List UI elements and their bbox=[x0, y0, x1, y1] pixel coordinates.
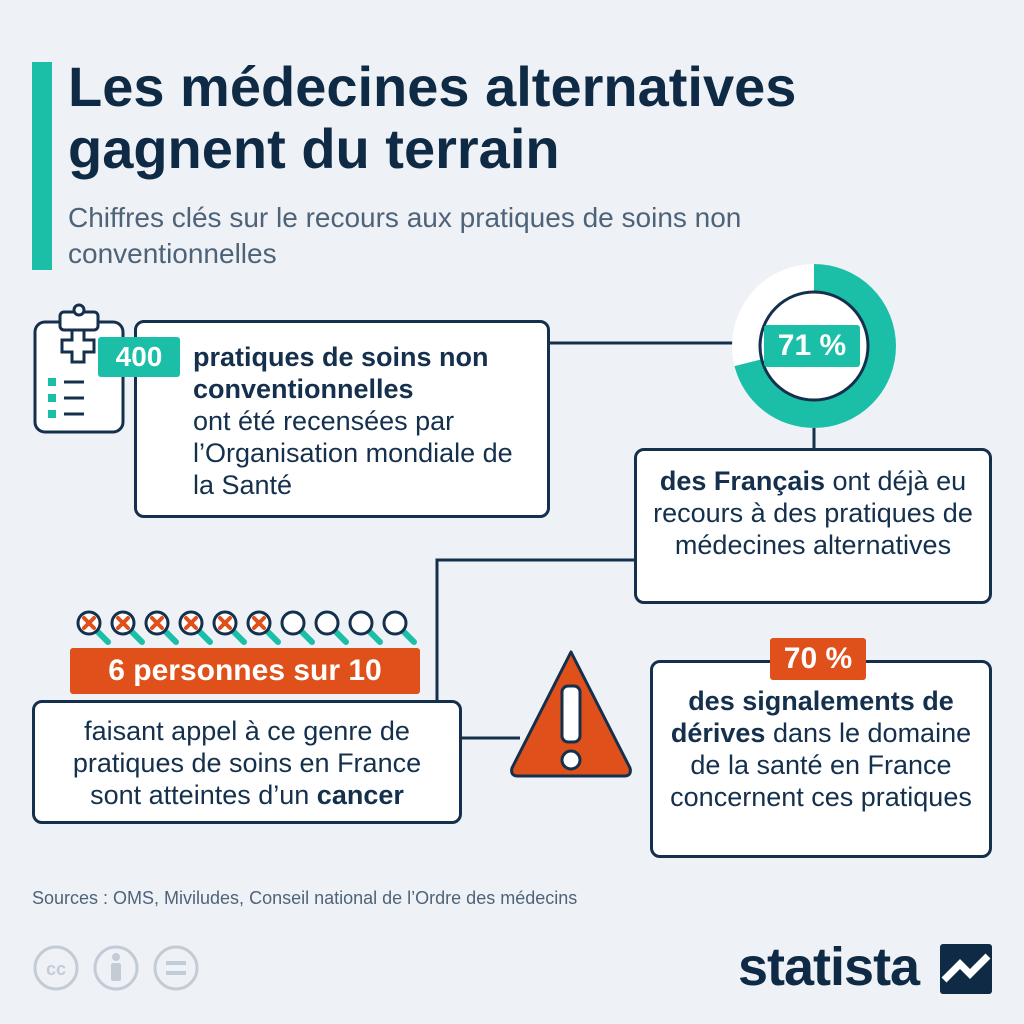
license-icons: cc bbox=[33, 945, 199, 991]
stat-derives-bold: des signalements de dérives bbox=[670, 686, 954, 748]
cancer-mark bbox=[218, 616, 232, 630]
no-derivatives-icon bbox=[153, 945, 199, 991]
cancer-mark bbox=[252, 616, 266, 630]
magnifier-icon bbox=[178, 610, 213, 645]
stat-oms-text: pratiques de soins non conventionnelles … bbox=[193, 341, 533, 501]
stat-box-derives: des signalements de dérives dans le doma… bbox=[650, 660, 992, 858]
stat-oms-value-badge: 400 bbox=[98, 337, 180, 377]
magnifier-row bbox=[74, 608, 434, 648]
stat-cancer-bold: cancer bbox=[316, 780, 404, 810]
magnifier-icon bbox=[348, 610, 383, 645]
warning-icon bbox=[510, 650, 632, 778]
attribution-icon bbox=[93, 945, 139, 991]
donut-arc bbox=[732, 264, 896, 428]
magnifier-icon bbox=[144, 610, 179, 645]
magnifier-icon bbox=[110, 610, 145, 645]
statista-logo-icon bbox=[940, 944, 992, 994]
page-subtitle: Chiffres clés sur le recours aux pratiqu… bbox=[68, 202, 742, 269]
svg-text:cc: cc bbox=[46, 959, 66, 979]
magnifier-icon bbox=[382, 610, 417, 645]
sources-text: Sources : OMS, Miviludes, Conseil nation… bbox=[32, 888, 578, 908]
stat-box-oms: pratiques de soins non conventionnelles … bbox=[134, 320, 550, 518]
donut-chart-71 bbox=[732, 264, 896, 428]
statista-logo-text: statista bbox=[738, 937, 920, 997]
stat-derives-value-badge: 70 % bbox=[770, 638, 866, 680]
cancer-mark bbox=[150, 616, 164, 630]
page-title: Les médecines alternatives gagnent du te… bbox=[68, 55, 797, 180]
stat-derives-text: des signalements de dérives dans le doma… bbox=[663, 685, 979, 813]
stat-cancer-text: faisant appel à ce genre de pratiques de… bbox=[45, 715, 449, 811]
stat-francais-bold: des Français bbox=[659, 466, 825, 496]
stat-francais-text: des Français ont déjà eu recours à des p… bbox=[649, 465, 977, 561]
stat-cancer-text-before: faisant appel à ce genre de pratiques de… bbox=[72, 716, 422, 810]
magnifier-icon bbox=[212, 610, 247, 645]
cancer-mark bbox=[184, 616, 198, 630]
magnifier-icon bbox=[246, 610, 281, 645]
cc-icon: cc bbox=[33, 945, 79, 991]
stat-derives-rest: dans le domaine de la santé en France co… bbox=[670, 718, 972, 812]
stat-box-cancer: faisant appel à ce genre de pratiques de… bbox=[32, 700, 462, 824]
title-accent-bar bbox=[32, 62, 52, 270]
cancer-mark bbox=[116, 616, 130, 630]
cancer-mark bbox=[82, 616, 96, 630]
stat-francais-value-badge: 71 % bbox=[764, 325, 860, 367]
stat-cancer-value-badge: 6 personnes sur 10 bbox=[70, 648, 420, 694]
stat-oms-rest: ont été recensées par l’Organisation mon… bbox=[193, 406, 513, 500]
clipboard-medical-icon bbox=[33, 303, 125, 434]
magnifier-icon bbox=[280, 610, 315, 645]
magnifier-icon bbox=[314, 610, 349, 645]
stat-oms-bold: pratiques de soins non conventionnelles bbox=[193, 342, 489, 404]
stat-francais-rest: ont déjà eu recours à des pratiques de m… bbox=[653, 466, 973, 560]
stat-box-francais: des Français ont déjà eu recours à des p… bbox=[634, 448, 992, 604]
magnifier-icon bbox=[76, 610, 111, 645]
